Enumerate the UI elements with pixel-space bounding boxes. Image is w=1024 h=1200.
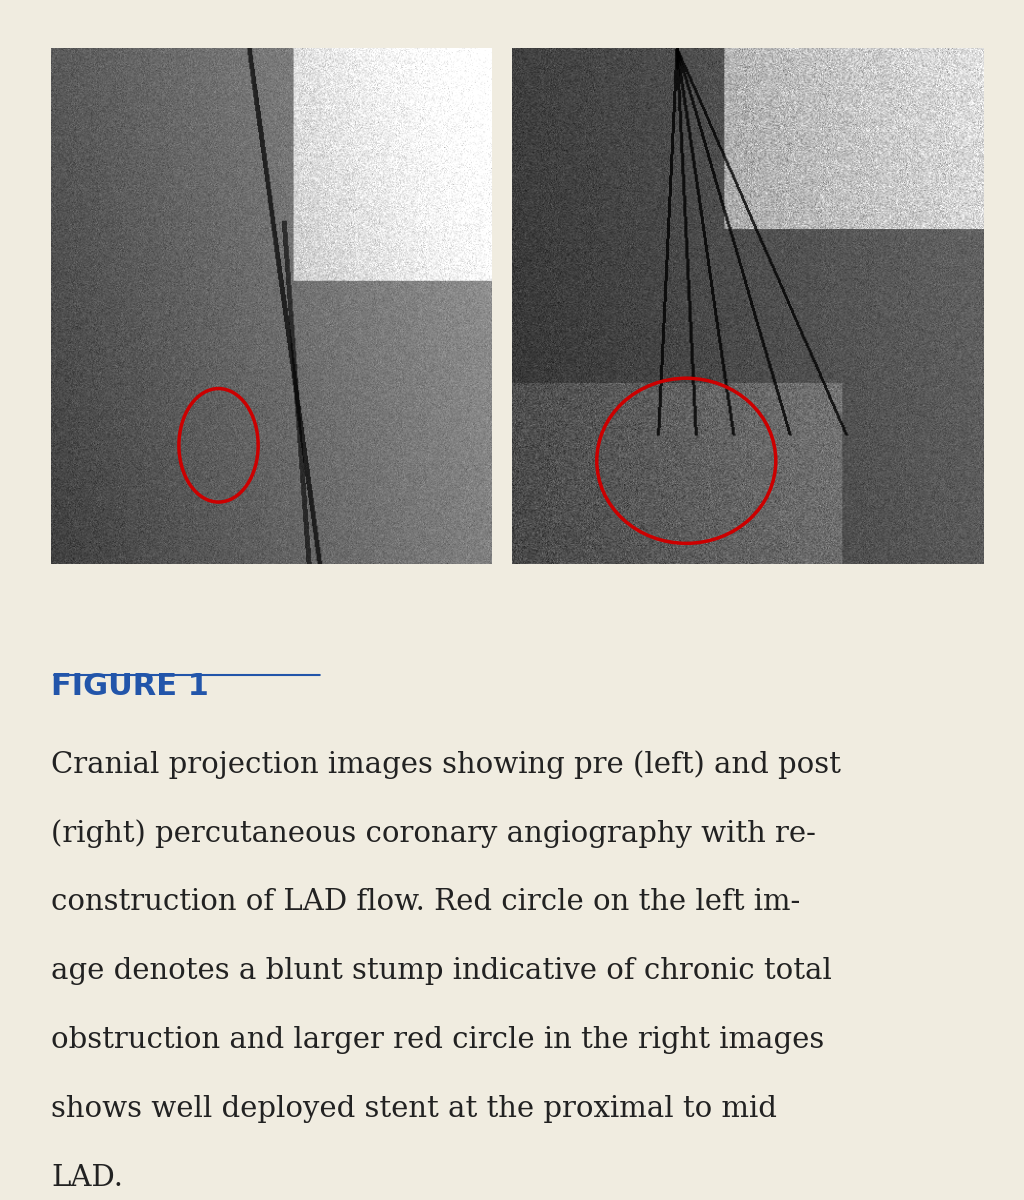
Text: construction of LAD flow. Red circle on the left im-: construction of LAD flow. Red circle on … bbox=[51, 888, 801, 916]
Text: FIGURE 1: FIGURE 1 bbox=[51, 672, 209, 701]
Text: shows well deployed stent at the proximal to mid: shows well deployed stent at the proxima… bbox=[51, 1096, 777, 1123]
Text: LAD.: LAD. bbox=[51, 1164, 123, 1192]
Text: (right) percutaneous coronary angiography with re-: (right) percutaneous coronary angiograph… bbox=[51, 818, 816, 847]
Text: age denotes a blunt stump indicative of chronic total: age denotes a blunt stump indicative of … bbox=[51, 958, 833, 985]
Text: obstruction and larger red circle in the right images: obstruction and larger red circle in the… bbox=[51, 1026, 824, 1054]
Text: Cranial projection images showing pre (left) and post: Cranial projection images showing pre (l… bbox=[51, 750, 841, 779]
